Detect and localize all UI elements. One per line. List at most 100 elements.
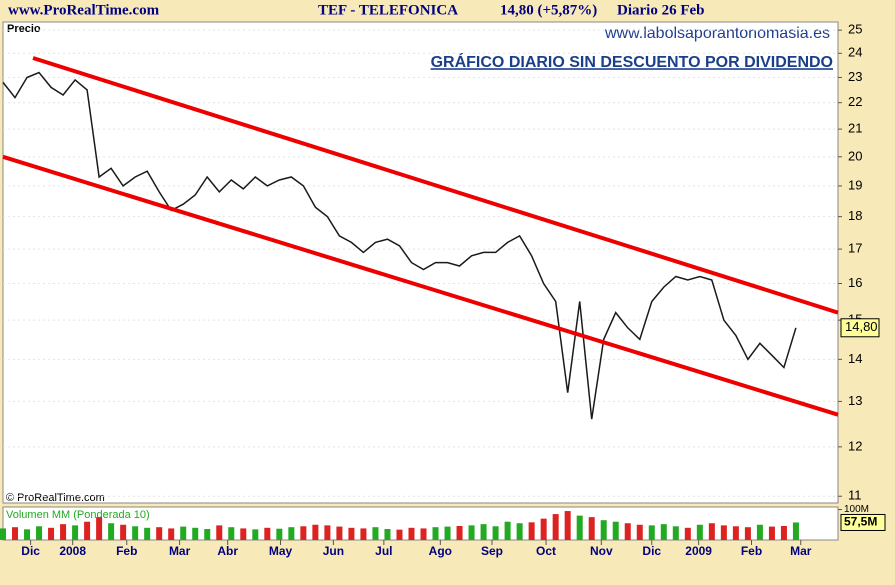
volume-bar (312, 524, 319, 540)
volume-bar (504, 521, 511, 540)
volume-bar (216, 525, 223, 540)
volume-bar (588, 517, 595, 540)
volume-bar (120, 524, 127, 540)
price-panel (2, 21, 839, 504)
volume-bar (108, 523, 115, 540)
volume-bar (492, 526, 499, 540)
volume-bar (288, 527, 295, 540)
volume-bar (720, 525, 727, 540)
x-tick-label: Mar (169, 544, 191, 558)
y-tick-label: 19 (848, 177, 862, 192)
volume-bar (600, 520, 607, 540)
x-tick-label: 2008 (59, 544, 86, 558)
volume-bar (0, 528, 7, 540)
volume-bar (576, 515, 583, 540)
volume-bar (264, 527, 271, 540)
volume-bar (480, 524, 487, 540)
volume-bar (276, 528, 283, 540)
y-tick-label: 11 (848, 488, 862, 503)
volume-bar (336, 526, 343, 540)
volume-bar (36, 526, 43, 540)
period: Diario 26 Feb (617, 2, 705, 18)
annotation: GRÁFICO DIARIO SIN DESCUENTO POR DIVIDEN… (431, 52, 833, 71)
volume-title: Volumen MM (Ponderada 10) (6, 509, 150, 521)
y-tick-label: 16 (848, 275, 862, 290)
trend-line (32, 56, 839, 315)
site: www.ProRealTime.com (8, 2, 160, 18)
y-tick-label: 12 (848, 438, 862, 453)
volume-bar (636, 524, 643, 540)
x-tick-label: Nov (590, 544, 613, 558)
volume-bar (444, 526, 451, 540)
x-tick-label: Jul (375, 544, 392, 558)
x-tick-label: 2009 (685, 544, 712, 558)
volume-marker (840, 513, 886, 531)
volume-bar (72, 525, 79, 540)
volume-bar (300, 526, 307, 540)
x-tick-label: Dic (642, 544, 661, 558)
x-tick-label: Abr (217, 544, 238, 558)
volume-bar (468, 525, 475, 540)
y-tick-label: 20 (848, 148, 862, 163)
volume-bar (744, 527, 751, 540)
x-tick-label: Dic (21, 544, 40, 558)
y-tick-label: 18 (848, 208, 862, 223)
volume-bar (456, 525, 463, 540)
source-url: www.labolsaporantonomasia.es (604, 25, 830, 42)
x-tick-label: May (269, 544, 293, 558)
y-tick-label: 21 (848, 121, 862, 136)
volume-bar (648, 525, 655, 540)
volume-bar (192, 527, 199, 540)
volume-bar (432, 527, 439, 540)
volume-bar (252, 529, 259, 540)
y-tick-label: 14 (848, 351, 862, 366)
x-tick-label: Ago (429, 544, 452, 558)
volume-bar (684, 527, 691, 540)
volume-bar (144, 527, 151, 540)
y-tick-label: 13 (848, 393, 862, 408)
volume-bar (768, 526, 775, 540)
y-tick-label: 100M (844, 504, 869, 515)
volume-bar (156, 527, 163, 540)
volume-bar (372, 527, 379, 540)
copyright: © ProRealTime.com (6, 492, 105, 504)
volume-bar (792, 522, 799, 540)
volume-bar (48, 527, 55, 540)
volume-bar (612, 521, 619, 540)
volume-bar (672, 526, 679, 540)
x-tick-label: Feb (116, 544, 137, 558)
volume-bar (708, 523, 715, 540)
volume-bar (180, 526, 187, 540)
volume-bar (396, 529, 403, 540)
price-line (2, 71, 797, 420)
volume-bar (60, 524, 67, 540)
volume-bar (132, 526, 139, 540)
x-tick-label: Mar (790, 544, 812, 558)
y-tick-label: 25 (848, 22, 862, 37)
volume-marker-label: 57,5M (844, 515, 877, 529)
volume-bar (84, 521, 91, 540)
x-tick-label: Oct (536, 544, 556, 558)
volume-bar (204, 529, 211, 540)
trend-line (2, 154, 839, 417)
x-tick-label: Sep (481, 544, 503, 558)
y-tick-label: 17 (848, 241, 862, 256)
volume-bar (756, 524, 763, 540)
panel-title: Precio (7, 23, 41, 35)
volume-bar (420, 528, 427, 540)
volume-bar (528, 522, 535, 540)
volume-bar (780, 525, 787, 540)
x-tick-label: Jun (323, 544, 344, 558)
y-tick-label: 24 (848, 45, 862, 60)
volume-bar (12, 527, 19, 540)
volume-bar (552, 514, 559, 540)
volume-bar (732, 526, 739, 540)
volume-bar (240, 528, 247, 540)
volume-bar (516, 523, 523, 540)
volume-bar (24, 529, 31, 540)
volume-bar (228, 527, 235, 540)
volume-bar (384, 529, 391, 540)
y-tick-label: 22 (848, 94, 862, 109)
change: 14,80 (+5,87%) (500, 2, 597, 18)
